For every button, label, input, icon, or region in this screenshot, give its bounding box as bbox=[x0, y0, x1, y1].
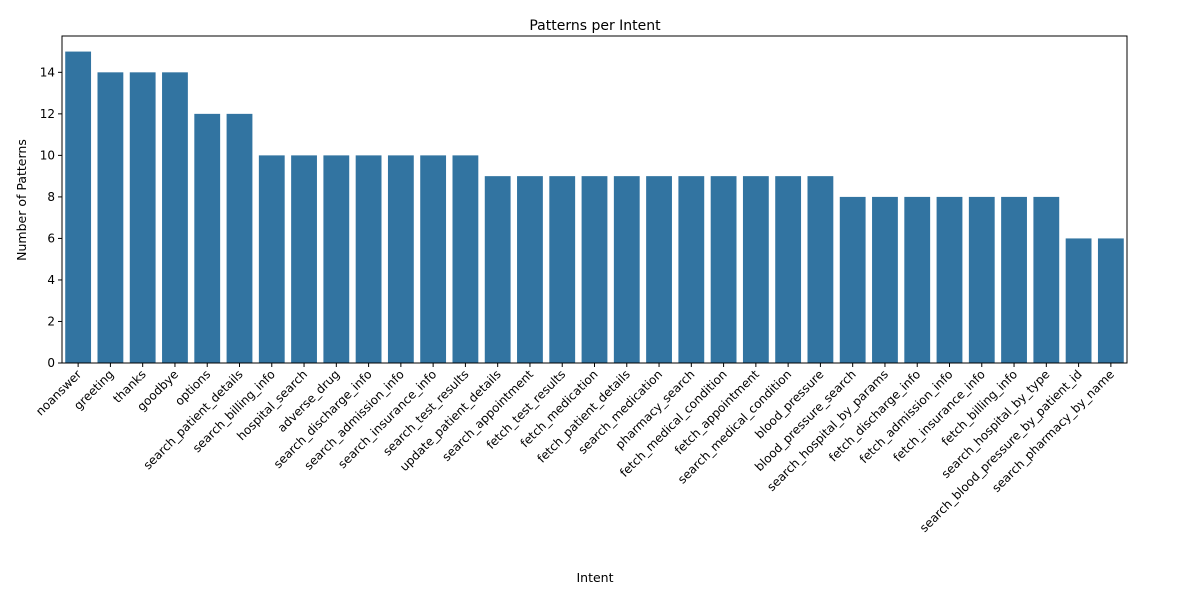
bar-search_hospital_by_type bbox=[1033, 196, 1060, 363]
bar-options bbox=[194, 113, 221, 363]
y-axis-label: Number of Patterns bbox=[14, 139, 29, 261]
bar-search_billing_info bbox=[258, 155, 285, 363]
bar-search_blood_pressure_by_patient_id bbox=[1065, 238, 1092, 363]
y-tick-label: 10 bbox=[40, 148, 55, 162]
x-axis-label: Intent bbox=[576, 570, 613, 585]
y-tick-label: 8 bbox=[47, 190, 55, 204]
bar-greeting bbox=[97, 72, 124, 363]
bar-search_admission_info bbox=[387, 155, 414, 363]
plot-frame bbox=[61, 35, 1128, 364]
bar-fetch_medical_condition bbox=[710, 176, 737, 363]
bar-fetch_discharge_info bbox=[904, 196, 931, 363]
y-axis: 0 2 4 6 8 10 12 14 bbox=[40, 65, 62, 370]
chart-title: Patterns per Intent bbox=[529, 18, 661, 34]
bar-fetch_billing_info bbox=[1001, 196, 1027, 363]
bar-fetch_medication bbox=[581, 176, 608, 363]
bar-hospital_search bbox=[291, 155, 317, 363]
bar-search_insurance_info bbox=[420, 155, 447, 363]
bar-blood_pressure bbox=[807, 176, 834, 363]
bar-search_pharmacy_by_name bbox=[1097, 238, 1124, 363]
y-tick-label: 2 bbox=[47, 314, 55, 328]
bar-search_medical_condition bbox=[775, 176, 802, 363]
bar-blood_pressure_search bbox=[839, 196, 866, 363]
y-tick-label: 6 bbox=[47, 231, 55, 245]
bar-fetch_test_results bbox=[549, 176, 576, 363]
bar-goodbye bbox=[162, 72, 188, 363]
bar-adverse_drug bbox=[323, 155, 350, 363]
y-tick-label: 0 bbox=[47, 356, 55, 370]
bar-fetch_appointment bbox=[742, 176, 769, 363]
bar-search_appointment bbox=[517, 176, 543, 363]
bar-fetch_admission_info bbox=[936, 196, 963, 363]
bar-search_hospital_by_params bbox=[872, 196, 898, 363]
bar-fetch_insurance_info bbox=[968, 196, 995, 363]
bar-search_test_results bbox=[452, 155, 479, 363]
bar-pharmacy_search bbox=[678, 176, 705, 363]
bar-update_patient_details bbox=[484, 176, 511, 363]
y-tick-label: 14 bbox=[40, 65, 55, 79]
bar-fetch_patient_details bbox=[613, 176, 640, 363]
y-tick-label: 4 bbox=[47, 273, 55, 287]
bar-thanks bbox=[129, 72, 156, 363]
bar-noanswer bbox=[65, 51, 92, 363]
y-tick-label: 12 bbox=[40, 107, 55, 121]
bar-search_discharge_info bbox=[355, 155, 382, 363]
bar-search_medication bbox=[646, 176, 672, 363]
bars-group bbox=[65, 51, 1124, 363]
bar-search_patient_details bbox=[226, 113, 253, 363]
